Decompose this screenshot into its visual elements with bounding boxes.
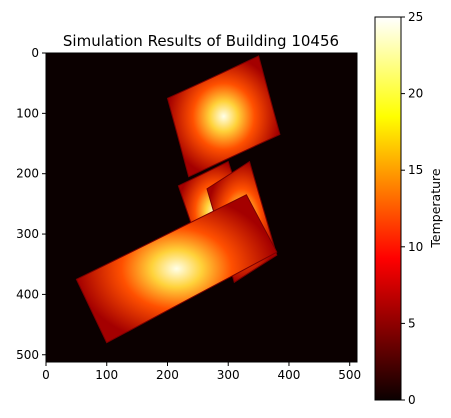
colorbar-tick-label: 5: [408, 316, 416, 330]
y-tick-label: 400: [16, 287, 39, 301]
y-tick-label: 300: [16, 227, 39, 241]
heatmap-building: [75, 55, 281, 344]
colorbar-tick-label: 25: [408, 10, 423, 24]
colorbar-tick-label: 15: [408, 163, 423, 177]
x-tick-label: 100: [95, 368, 118, 382]
y-axis: 0 100 200 300 400 500: [16, 46, 46, 362]
x-axis: 0 100 200 300 400 500: [42, 362, 361, 382]
x-tick-label: 0: [42, 368, 50, 382]
building-wing-1: [166, 55, 281, 178]
x-tick-label: 400: [278, 368, 301, 382]
y-tick-label: 200: [16, 167, 39, 181]
colorbar-label: Temperature: [428, 168, 443, 248]
x-tick-label: 300: [217, 368, 240, 382]
chart-title: Simulation Results of Building 10456: [63, 32, 339, 50]
x-tick-label: 500: [338, 368, 361, 382]
y-tick-label: 0: [31, 46, 39, 60]
colorbar-tick-label: 20: [408, 87, 423, 101]
y-tick-label: 500: [16, 348, 39, 362]
building-wing-4: [75, 194, 278, 344]
colorbar-tick-label: 10: [408, 240, 423, 254]
colorbar-tick-label: 0: [408, 393, 416, 407]
plot-frame: [45, 52, 358, 363]
x-tick-label: 200: [156, 368, 179, 382]
y-tick-label: 100: [16, 106, 39, 120]
colorbar: [374, 16, 402, 401]
colorbar-axis: 0 5 10 15 20 25: [401, 10, 423, 407]
